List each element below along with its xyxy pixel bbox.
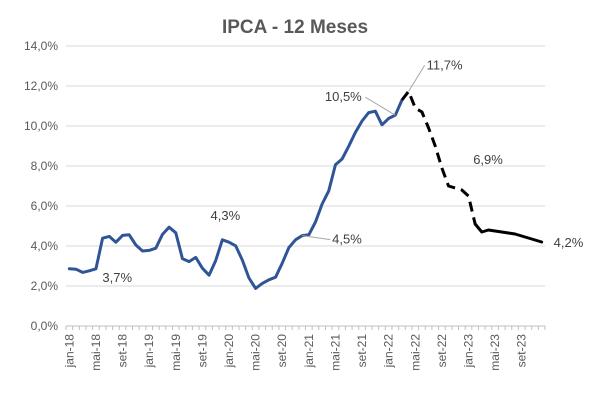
chart-title: IPCA - 12 Meses xyxy=(222,17,368,38)
x-tick-label: jan-20 xyxy=(222,334,236,369)
x-tick-label: set-22 xyxy=(435,334,449,368)
x-tick-label: jan-21 xyxy=(302,334,316,369)
axes: 0,0% 2,0% 4,0% 6,0% 8,0% 10,0% 12,0% 14,0% jan-1… xyxy=(24,39,546,371)
series-line-3 xyxy=(473,222,544,244)
x-tick-label: jan-18 xyxy=(62,334,76,369)
x-tick-label: set-18 xyxy=(116,334,130,368)
series-line-2 xyxy=(400,89,477,225)
y-tick-label: 4,0% xyxy=(31,239,59,253)
x-tick-label: set-21 xyxy=(355,334,369,368)
annotation-leader xyxy=(302,235,331,241)
y-tick-label: 12,0% xyxy=(24,79,58,93)
x-tick-label: jan-22 xyxy=(382,334,396,369)
x-tick-label: set-19 xyxy=(195,334,209,368)
series-layer xyxy=(67,89,544,290)
data-label: 6,9% xyxy=(473,152,503,167)
x-tick-label: mai-18 xyxy=(89,334,103,371)
x-tick-label: set-20 xyxy=(275,334,289,368)
data-label: 4,2% xyxy=(554,235,584,250)
x-tick-label: mai-23 xyxy=(488,334,502,371)
series-line-1 xyxy=(67,98,404,290)
data-label: 11,7% xyxy=(427,57,463,72)
x-tick-label: set-23 xyxy=(515,334,529,368)
annotation-leader xyxy=(365,96,396,116)
data-label: 4,5% xyxy=(332,232,362,247)
data-label: 4,3% xyxy=(211,208,241,223)
y-tick-label: 8,0% xyxy=(31,159,59,173)
y-tick-label: 10,0% xyxy=(24,119,58,133)
x-tick-label: jan-19 xyxy=(142,334,156,369)
data-label: 3,7% xyxy=(102,270,132,285)
x-tick-label: mai-21 xyxy=(328,334,342,371)
annotation-leader xyxy=(408,65,426,92)
y-tick-label: 2,0% xyxy=(31,279,59,293)
y-tick-label: 6,0% xyxy=(31,199,59,213)
x-tick-label: mai-19 xyxy=(169,334,183,371)
y-tick-label: 0,0% xyxy=(31,319,59,333)
gridlines xyxy=(66,45,545,287)
x-tick-label: jan-23 xyxy=(461,334,475,369)
data-label: 10,5% xyxy=(325,89,362,104)
y-tick-label: 14,0% xyxy=(24,39,58,53)
annotations: 3,7% 4,3% 4,5% 10,5% 11,7% 6,9% 4,2% xyxy=(102,57,583,285)
x-tick-label: mai-20 xyxy=(249,334,263,371)
x-tick-label: mai-22 xyxy=(408,334,422,371)
